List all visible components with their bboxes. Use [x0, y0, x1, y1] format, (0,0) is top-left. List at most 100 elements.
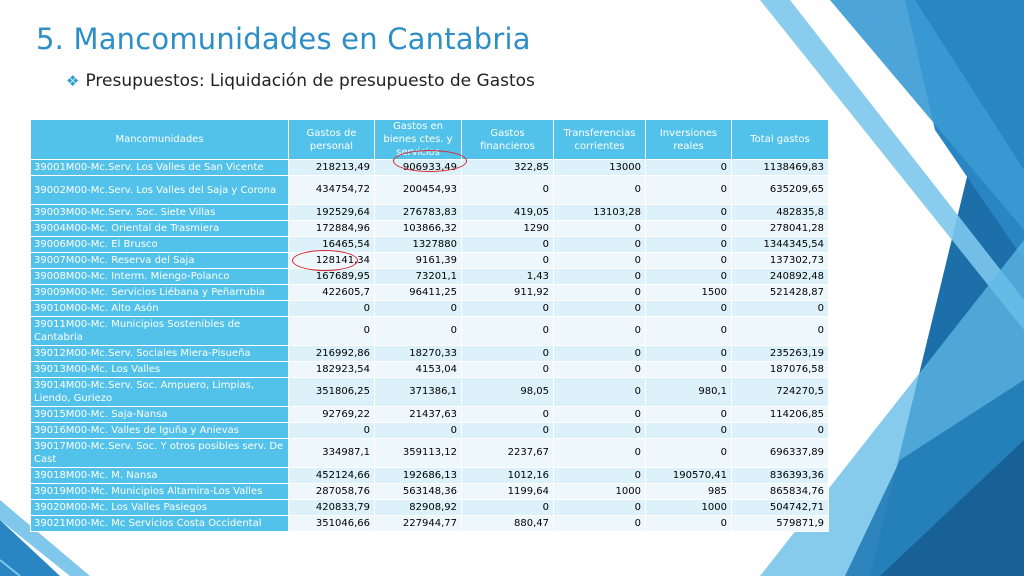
value-cell: 0: [645, 438, 732, 468]
table-row: 39004M00-Mc. Oriental de Trasmiera 172884…: [30, 220, 829, 237]
value-cell: 187076,58: [731, 361, 829, 378]
value-cell: 167689,95: [288, 268, 375, 285]
mancomunidad-name-cell: 39017M00-Mc.Serv. Soc. Y otros posibles …: [30, 438, 289, 468]
value-cell: 16465,54: [288, 236, 375, 253]
value-cell: 82908,92: [374, 499, 462, 516]
value-cell: 192686,13: [374, 467, 462, 484]
value-cell: 0: [461, 422, 554, 439]
column-header: Gastos en bienes ctes. y servicios: [374, 119, 462, 160]
value-cell: 13000: [553, 159, 646, 176]
value-cell: 13103,28: [553, 204, 646, 221]
value-cell: 351046,66: [288, 515, 375, 532]
value-cell: 419,05: [461, 204, 554, 221]
column-header: Gastos financieros: [461, 119, 554, 160]
value-cell: 114206,85: [731, 406, 829, 423]
mancomunidad-name-cell: 39002M00-Mc.Serv. Los Valles del Saja y …: [30, 175, 289, 205]
value-cell: 128141,34: [288, 252, 375, 269]
value-cell: 18270,33: [374, 345, 462, 362]
value-cell: 696337,89: [731, 438, 829, 468]
value-cell: 420833,79: [288, 499, 375, 516]
value-cell: 880,47: [461, 515, 554, 532]
value-cell: 0: [288, 422, 375, 439]
value-cell: 836393,36: [731, 467, 829, 484]
value-cell: 0: [374, 422, 462, 439]
table-row: 39003M00-Mc.Serv. Soc. Siete Villas 19252…: [30, 204, 829, 221]
value-cell: 1199,64: [461, 483, 554, 500]
value-cell: 422605,7: [288, 284, 375, 301]
mancomunidad-name-cell: 39016M00-Mc. Valles de Iguña y Anievas: [30, 422, 289, 439]
table-row: 39011M00-Mc. Municipios Sostenibles de C…: [30, 316, 829, 346]
value-cell: 137302,73: [731, 252, 829, 269]
value-cell: 1344345,54: [731, 236, 829, 253]
value-cell: 240892,48: [731, 268, 829, 285]
value-cell: 0: [288, 316, 375, 346]
value-cell: 0: [731, 300, 829, 317]
value-cell: 0: [553, 284, 646, 301]
value-cell: 9161,39: [374, 252, 462, 269]
value-cell: 906933,49: [374, 159, 462, 176]
value-cell: 0: [461, 499, 554, 516]
value-cell: 0: [645, 422, 732, 439]
value-cell: 0: [645, 236, 732, 253]
value-cell: 0: [553, 361, 646, 378]
value-cell: 0: [553, 316, 646, 346]
table-header-row: Mancomunidades Gastos de personal Gastos…: [30, 119, 829, 160]
mancomunidad-name-cell: 39007M00-Mc. Reserva del Saja: [30, 252, 289, 269]
value-cell: 0: [374, 300, 462, 317]
value-cell: 0: [553, 467, 646, 484]
table-row: 39021M00-Mc. Mc Servicios Costa Occident…: [30, 515, 829, 532]
value-cell: 21437,63: [374, 406, 462, 423]
value-cell: 0: [645, 406, 732, 423]
value-cell: 0: [553, 406, 646, 423]
slide-subtitle: ❖ Presupuestos: Liquidación de presupues…: [66, 71, 535, 91]
value-cell: 0: [645, 345, 732, 362]
slide-title: 5. Mancomunidades en Cantabria: [36, 22, 531, 56]
value-cell: 0: [731, 422, 829, 439]
expense-table: Mancomunidades Gastos de personal Gastos…: [30, 119, 829, 532]
column-header: Gastos de personal: [288, 119, 375, 160]
table-row: 39020M00-Mc. Los Valles Pasiegos 420833,7…: [30, 499, 829, 516]
value-cell: 452124,66: [288, 467, 375, 484]
value-cell: 96411,25: [374, 284, 462, 301]
value-cell: 1012,16: [461, 467, 554, 484]
value-cell: 218213,49: [288, 159, 375, 176]
value-cell: 0: [553, 252, 646, 269]
mancomunidad-name-cell: 39001M00-Mc.Serv. Los Valles de San Vice…: [30, 159, 289, 176]
value-cell: 0: [553, 499, 646, 516]
value-cell: 0: [731, 316, 829, 346]
value-cell: 276783,83: [374, 204, 462, 221]
column-header: Transferencias corrientes: [553, 119, 646, 160]
mancomunidad-name-cell: 39006M00-Mc. El Brusco: [30, 236, 289, 253]
mancomunidad-name-cell: 39003M00-Mc.Serv. Soc. Siete Villas: [30, 204, 289, 221]
value-cell: 192529,64: [288, 204, 375, 221]
value-cell: 227944,77: [374, 515, 462, 532]
value-cell: 0: [645, 300, 732, 317]
value-cell: 0: [461, 406, 554, 423]
mancomunidad-name-cell: 39012M00-Mc.Serv. Sociales Miera-Pisueña: [30, 345, 289, 362]
value-cell: 0: [553, 422, 646, 439]
mancomunidad-name-cell: 39004M00-Mc. Oriental de Trasmiera: [30, 220, 289, 237]
mancomunidad-name-cell: 39020M00-Mc. Los Valles Pasiegos: [30, 499, 289, 516]
value-cell: 911,92: [461, 284, 554, 301]
value-cell: 635209,65: [731, 175, 829, 205]
value-cell: 287058,76: [288, 483, 375, 500]
value-cell: 1290: [461, 220, 554, 237]
table-row: 39007M00-Mc. Reserva del Saja 128141,34 91…: [30, 252, 829, 269]
column-header: Inversiones reales: [645, 119, 732, 160]
value-cell: 2237,67: [461, 438, 554, 468]
mancomunidad-name-cell: 39010M00-Mc. Alto Asón: [30, 300, 289, 317]
value-cell: 371386,1: [374, 377, 462, 407]
value-cell: 724270,5: [731, 377, 829, 407]
column-header: Total gastos: [731, 119, 829, 160]
value-cell: 434754,72: [288, 175, 375, 205]
value-cell: 0: [461, 252, 554, 269]
value-cell: 521428,87: [731, 284, 829, 301]
table-row: 39018M00-Mc. M. Nansa 452124,66 192686,13 1…: [30, 467, 829, 484]
value-cell: 0: [553, 515, 646, 532]
value-cell: 0: [553, 300, 646, 317]
value-cell: 103866,32: [374, 220, 462, 237]
value-cell: 865834,76: [731, 483, 829, 500]
table-row: 39016M00-Mc. Valles de Iguña y Anievas 0 0…: [30, 422, 829, 439]
value-cell: 0: [645, 220, 732, 237]
value-cell: 216992,86: [288, 345, 375, 362]
